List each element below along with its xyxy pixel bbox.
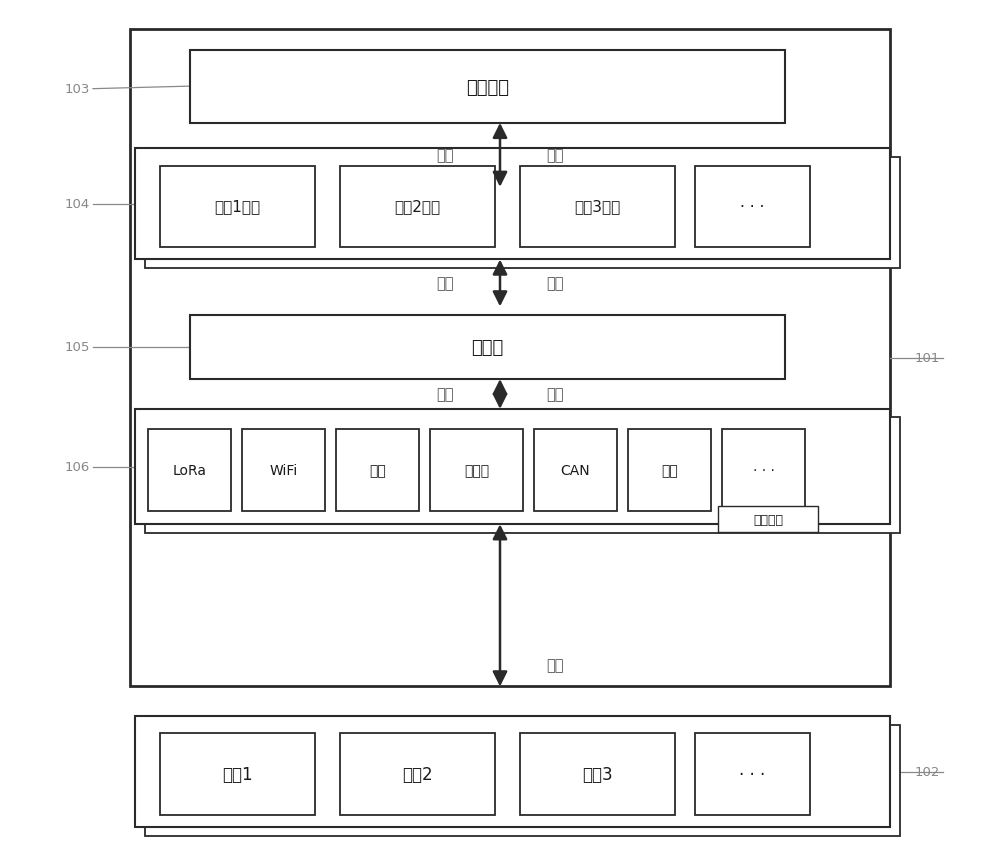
Text: 中间层: 中间层 [471,339,504,357]
Bar [148,429,231,512]
Text: 注册: 注册 [436,387,454,402]
Bar [722,429,805,512]
Bar [336,429,419,512]
Bar [135,409,890,525]
Bar [695,734,810,815]
Text: · · ·: · · · [753,463,774,478]
Text: 设备3信息: 设备3信息 [574,200,621,214]
Bar [695,166,810,247]
Bar [145,725,900,836]
Bar [135,717,890,827]
Text: 传输: 传输 [546,276,564,291]
Bar [160,734,315,815]
Text: 蓝牙: 蓝牙 [369,463,386,478]
Bar [340,734,495,815]
Text: 103: 103 [65,83,90,96]
Text: 节点1: 节点1 [222,765,253,783]
Text: 前端控制: 前端控制 [466,78,509,96]
Text: 注册: 注册 [436,276,454,291]
Bar [520,166,675,247]
Bar [242,429,325,512]
Bar [430,429,523,512]
Bar [718,507,818,532]
Text: 节点3: 节点3 [582,765,613,783]
Text: 101: 101 [915,351,940,365]
Bar [190,51,785,124]
Bar [520,734,675,815]
Text: 传输: 传输 [436,148,454,163]
Text: 节点2: 节点2 [402,765,433,783]
Text: 以太网: 以太网 [464,463,489,478]
Text: CAN: CAN [561,463,590,478]
Text: 设备1信息: 设备1信息 [214,200,261,214]
Bar [534,429,617,512]
Bar [145,158,900,269]
Bar [135,149,890,260]
Bar [130,30,890,687]
Text: 102: 102 [915,765,940,779]
Text: 控制: 控制 [546,148,564,163]
Text: LoRa: LoRa [173,463,207,478]
Bar [145,418,900,533]
Bar [160,166,315,247]
Bar [340,166,495,247]
Bar [190,316,785,380]
Text: 104: 104 [65,198,90,212]
Text: WiFi: WiFi [269,463,298,478]
Text: 传输: 传输 [546,387,564,402]
Text: 设备2信息: 设备2信息 [394,200,441,214]
Text: · · ·: · · · [740,200,765,214]
Text: · · ·: · · · [739,765,766,783]
Text: 串口: 串口 [661,463,678,478]
Text: 传输: 传输 [546,658,564,673]
Bar [628,429,711,512]
Text: 105: 105 [65,340,90,354]
Text: 控制终端: 控制终端 [753,513,783,526]
Text: 106: 106 [65,461,90,474]
